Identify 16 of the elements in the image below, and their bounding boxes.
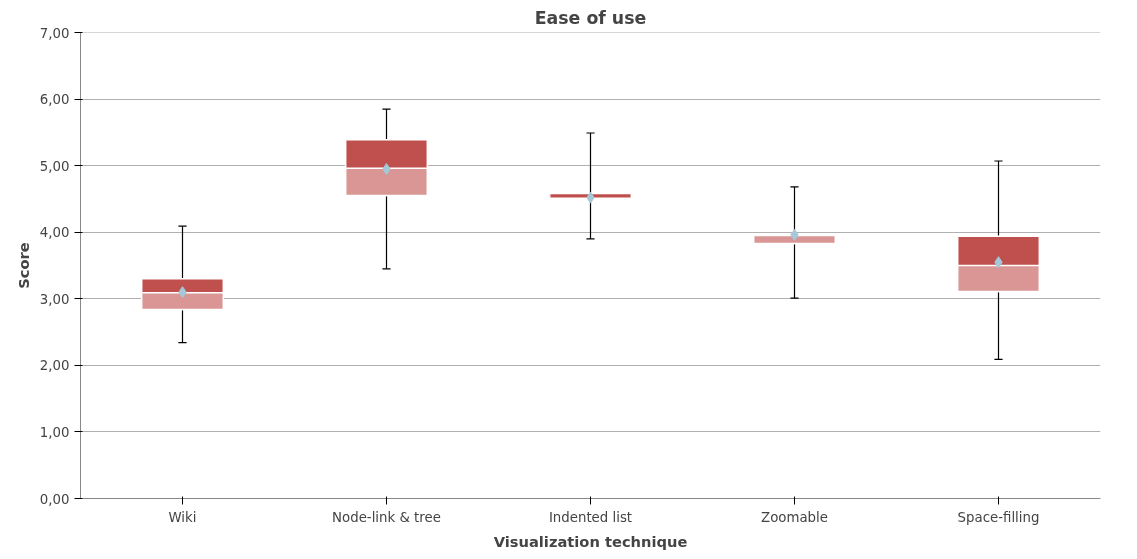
x-tick-label: Zoomable: [761, 509, 828, 525]
y-axis-title: Score: [14, 242, 32, 289]
x-axis-title: Visualization technique: [493, 532, 688, 550]
y-tick-label: 2,00: [39, 358, 70, 374]
chart-title: Ease of use: [534, 7, 647, 28]
y-tick-label: 7,00: [39, 25, 70, 41]
x-tick-label: Wiki: [168, 509, 197, 525]
x-tick-label: Node-link & tree: [332, 509, 441, 525]
y-tick-label: 4,00: [39, 225, 70, 241]
x-tick-label: Indented list: [548, 509, 633, 525]
x-tick-label: Space-filling: [957, 509, 1040, 525]
y-tick-label: 5,00: [39, 158, 70, 174]
y-tick-label: 3,00: [39, 291, 70, 307]
y-tick-label: 6,00: [39, 92, 70, 108]
y-tick-label: 0,00: [39, 491, 70, 507]
y-tick-label: 1,00: [39, 424, 70, 440]
